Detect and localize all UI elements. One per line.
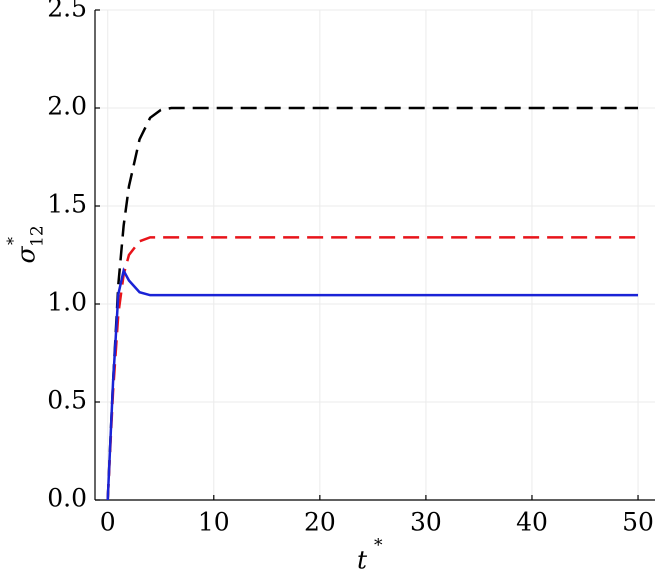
y-tick-label: 0.0	[47, 484, 87, 513]
y-tick-label: 2.0	[47, 92, 87, 121]
x-tick-label: 0	[100, 508, 116, 537]
series-line	[106, 267, 639, 501]
x-label-sup: *	[374, 536, 383, 556]
y-label-sup: *	[4, 237, 23, 245]
x-tick-label: 20	[304, 508, 336, 537]
x-tick-label: 40	[516, 508, 548, 537]
y-label-base: σ	[12, 246, 41, 264]
series-line	[106, 236, 639, 501]
x-tick-label: 30	[410, 508, 442, 537]
x-tick-label: 10	[198, 508, 230, 537]
x-label-base: t	[357, 546, 368, 575]
y-axis-label: σ * 12	[4, 225, 48, 263]
y-tick-label: 2.5	[47, 0, 87, 23]
y-tick-label: 1.5	[47, 190, 87, 219]
y-label-sub: 12	[28, 225, 48, 247]
y-tick-label: 1.0	[47, 288, 87, 317]
x-tick-label: 50	[622, 508, 654, 537]
series-line	[106, 106, 639, 501]
y-tick-label: 0.5	[47, 386, 87, 415]
